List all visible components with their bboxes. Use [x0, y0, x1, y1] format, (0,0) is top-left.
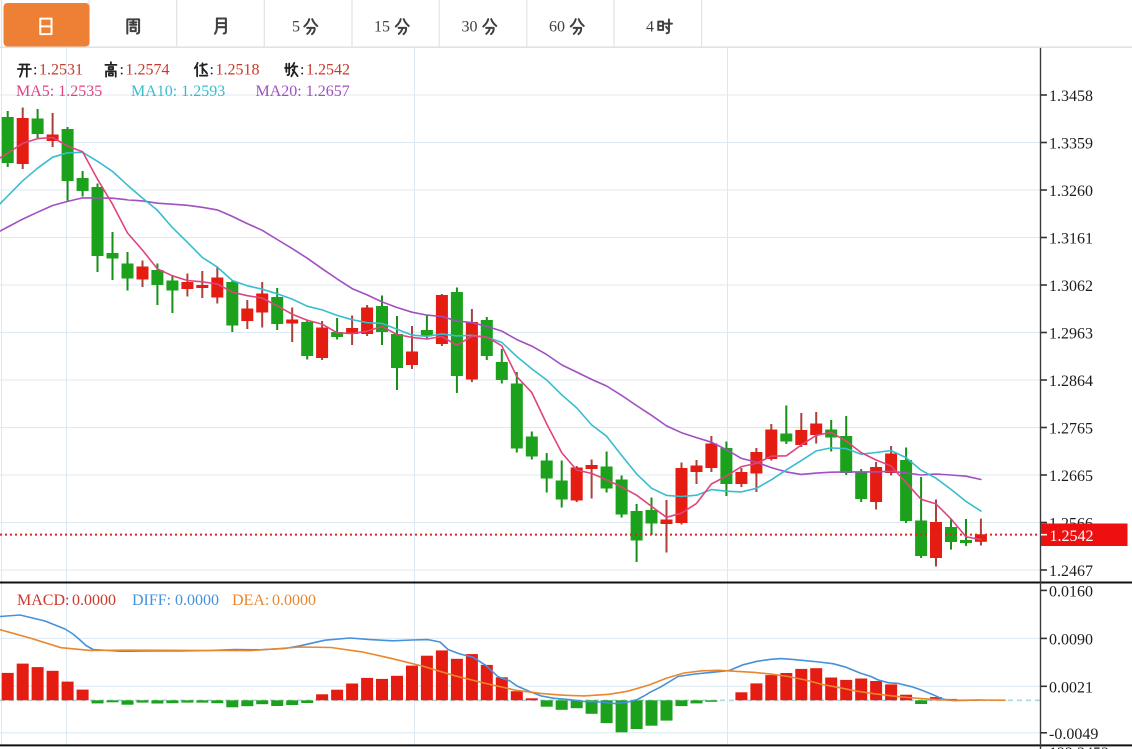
svg-text:1.3458: 1.3458	[1049, 88, 1093, 105]
svg-text:1.2531: 1.2531	[39, 62, 83, 79]
svg-text:5: 5	[292, 19, 300, 36]
svg-text:1.2542: 1.2542	[306, 62, 350, 79]
svg-text:0.0090: 0.0090	[1049, 631, 1093, 648]
svg-text:0.0160: 0.0160	[1049, 583, 1093, 600]
svg-text:30: 30	[462, 19, 478, 36]
svg-text:60: 60	[549, 19, 565, 36]
svg-text:1.2467: 1.2467	[1049, 563, 1093, 580]
svg-text::: :	[33, 62, 37, 79]
svg-text:MA20: 1.2657: MA20: 1.2657	[256, 83, 350, 100]
svg-text:MA10: 1.2593: MA10: 1.2593	[131, 83, 225, 100]
svg-text:1.2864: 1.2864	[1049, 373, 1093, 390]
svg-text:1.2542: 1.2542	[1050, 528, 1094, 545]
svg-text:DIFF:: DIFF:	[132, 592, 171, 609]
svg-text:1.2963: 1.2963	[1049, 326, 1093, 343]
svg-text:1.3260: 1.3260	[1049, 183, 1093, 200]
svg-text:1.3062: 1.3062	[1049, 278, 1093, 295]
svg-text:1.3161: 1.3161	[1049, 231, 1093, 248]
svg-text:0.0000: 0.0000	[272, 592, 316, 609]
svg-text:1.2574: 1.2574	[126, 62, 170, 79]
svg-text:1.2665: 1.2665	[1049, 468, 1093, 485]
svg-text:MA5: 1.2535: MA5: 1.2535	[16, 83, 102, 100]
svg-text:DEA:: DEA:	[232, 592, 269, 609]
svg-text:1.3359: 1.3359	[1049, 136, 1093, 153]
svg-text:1.2765: 1.2765	[1049, 421, 1093, 438]
svg-text:-0.0049: -0.0049	[1049, 726, 1098, 743]
svg-text:MACD:: MACD:	[17, 592, 69, 609]
svg-text:1.2518: 1.2518	[216, 62, 260, 79]
svg-text:122.3452: 122.3452	[1049, 745, 1109, 749]
svg-text:0.0000: 0.0000	[175, 592, 219, 609]
svg-text:0.0021: 0.0021	[1049, 679, 1093, 696]
svg-text::: :	[210, 62, 214, 79]
svg-text::: :	[120, 62, 124, 79]
svg-text:4: 4	[646, 19, 654, 36]
svg-text::: :	[300, 62, 304, 79]
svg-text:0.0000: 0.0000	[72, 592, 116, 609]
svg-text:15: 15	[374, 19, 390, 36]
